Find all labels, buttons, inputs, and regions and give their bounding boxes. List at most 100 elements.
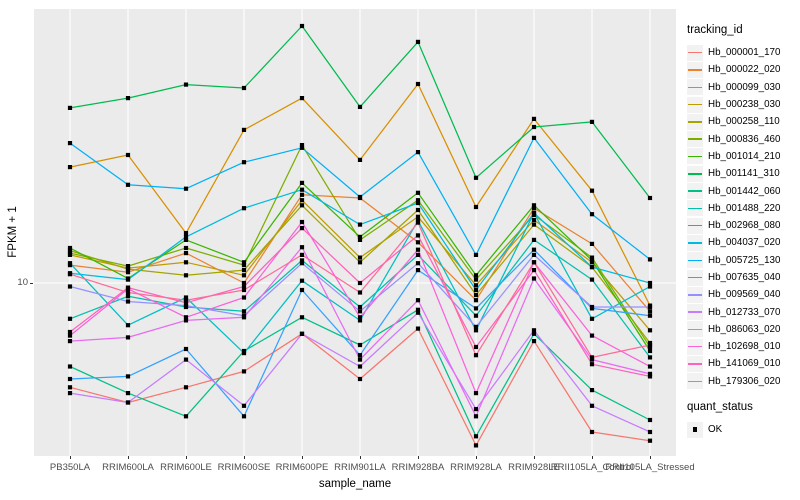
data-point [183,414,189,419]
data-point [183,234,189,239]
data-point [357,280,363,286]
data-point [67,316,73,321]
data-point [125,374,131,379]
data-point [415,240,421,245]
data-point [531,206,537,211]
legend-row-Hb_000022_020: Hb_000022_020 [687,61,799,78]
data-point [473,252,479,257]
data-point [67,251,73,256]
data-point [647,374,653,379]
data-point [299,287,305,293]
legend-row-Hb_001014_210: Hb_001014_210 [687,148,799,165]
data-point [357,376,363,382]
data-point [415,39,421,44]
legend-row-Hb_000238_030: Hb_000238_030 [687,96,799,113]
data-point [357,255,363,260]
legend-key [687,338,703,355]
legend-key [687,421,703,438]
legend-row-Hb_141069_010: Hb_141069_010 [687,355,799,372]
data-point [299,203,305,208]
data-point [647,342,653,348]
data-point [299,252,305,257]
data-point [299,258,305,263]
data-point [415,307,421,312]
x-tick-label-PB350LA: PB350LA [49,462,91,473]
legend-label: Hb_000099_030 [708,81,781,93]
data-point [67,391,73,396]
x-tick-mark [127,456,129,459]
data-point [415,190,421,195]
data-point [473,328,479,333]
x-tick-mark [69,456,71,459]
data-point [473,407,479,412]
data-point [67,245,73,251]
legend-row-Hb_001488_220: Hb_001488_220 [687,200,799,217]
data-point [357,353,363,358]
legend-label: Hb_000836_460 [708,133,781,145]
legend-key [687,61,703,78]
data-point [531,135,537,140]
x-tick-mark [649,456,651,459]
legend-key [687,234,703,251]
data-point [299,278,305,283]
legend-label: Hb_007635_040 [708,272,781,283]
legend-label: Hb_086063_020 [708,323,781,335]
data-point [589,119,595,124]
data-point [357,104,363,109]
data-point [473,283,479,288]
data-point [589,277,595,282]
data-point [125,267,131,272]
data-point [241,280,247,286]
data-point [183,237,189,242]
data-point [241,351,247,356]
legend-key [687,321,703,338]
data-point [183,231,189,236]
legend-key [687,96,703,113]
legend-color-line-icon [688,86,702,89]
legend-key [687,286,703,303]
data-point [473,434,479,439]
x-tick-mark [185,456,187,459]
data-point [589,212,595,217]
legend-key [687,183,703,200]
data-point [125,391,131,396]
legend-row-Hb_102698_010: Hb_102698_010 [687,338,799,355]
legend-key [687,355,703,372]
legend-label: Hb_001014_210 [708,150,781,162]
data-point [357,234,363,239]
data-point [125,182,131,187]
data-point [357,194,363,200]
data-point [241,206,247,211]
data-point [241,284,247,289]
data-point [357,157,363,162]
legend-row-Hb_086063_020: Hb_086063_020 [687,321,799,338]
data-point [299,226,305,231]
data-point [241,263,247,268]
data-point [67,329,73,335]
data-point [125,270,131,275]
data-point [531,124,537,130]
data-point [183,295,189,300]
legend-label: Hb_002968_080 [708,220,781,232]
data-point [589,316,595,321]
data-point [415,298,421,303]
legend-row-Hb_000258_110: Hb_000258_110 [687,113,799,130]
x-tick-mark [475,456,477,459]
data-point [647,371,653,376]
legend-row-Hb_007635_040: Hb_007635_040 [687,269,799,286]
x-tick-label-RRIM600SE: RRIM600SE [217,462,271,473]
data-point [473,353,479,358]
legend-color-line-icon [688,138,702,140]
data-point [125,290,131,295]
data-point [357,315,363,320]
x-tick-label-RRIM928LE: RRIM928LE [508,462,560,473]
legend: tracking_id Hb_000001_170 Hb_000022_020 Hb… [687,24,799,438]
data-point [647,280,653,286]
legend-label: Hb_000258_110 [708,116,780,128]
legend-key [687,252,703,269]
data-point [299,245,305,250]
legend-key [687,217,703,234]
data-point [647,304,653,310]
data-point [183,315,189,320]
